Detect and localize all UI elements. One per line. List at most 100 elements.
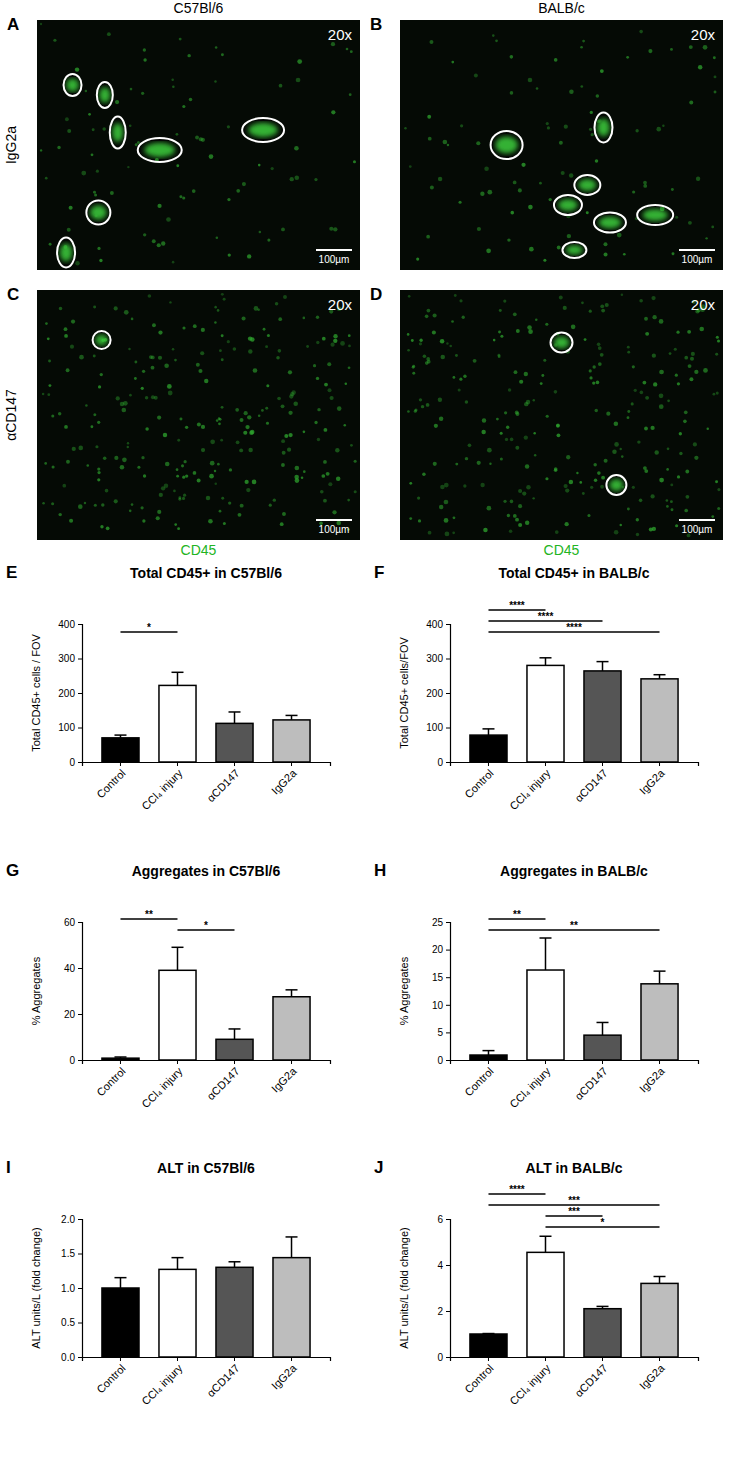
bar bbox=[102, 1058, 139, 1060]
error-cap bbox=[482, 728, 494, 730]
x-tick-label: CCl₄ injury bbox=[507, 1065, 553, 1111]
aggregate-outline bbox=[606, 475, 626, 495]
error-bar bbox=[171, 1258, 183, 1270]
speckle bbox=[515, 518, 519, 522]
speckle bbox=[78, 504, 83, 509]
speckle bbox=[91, 153, 94, 156]
speckle bbox=[324, 383, 328, 387]
x-tick: IgG2a bbox=[269, 1060, 299, 1095]
speckle bbox=[455, 463, 458, 466]
speckle bbox=[193, 471, 197, 475]
speckle bbox=[97, 467, 100, 470]
x-tick: αCD147 bbox=[204, 1357, 241, 1399]
speckle bbox=[620, 524, 622, 526]
speckle bbox=[158, 356, 162, 360]
speckle bbox=[507, 514, 510, 517]
speckle bbox=[503, 299, 506, 302]
speckle bbox=[670, 500, 673, 503]
speckle bbox=[444, 500, 449, 505]
y-axis-title: ALT units/L (fold change) bbox=[398, 1227, 410, 1348]
speckle bbox=[711, 515, 714, 518]
x-tick: IgG2a bbox=[637, 1357, 667, 1392]
speckle bbox=[221, 358, 224, 361]
speckle bbox=[444, 518, 449, 523]
panel-letter: D bbox=[370, 285, 382, 304]
x-tick-mark bbox=[488, 762, 489, 766]
error-bar bbox=[229, 1262, 241, 1268]
speckle bbox=[332, 510, 336, 514]
speckle bbox=[462, 316, 465, 319]
speckle bbox=[134, 361, 137, 364]
speckle bbox=[297, 59, 302, 64]
x-tick-label: αCD147 bbox=[572, 767, 609, 804]
speckle bbox=[333, 334, 337, 338]
chart-title: ALT in BALB/c bbox=[526, 1160, 623, 1176]
speckle bbox=[689, 377, 693, 381]
speckle bbox=[261, 409, 264, 412]
significance-label: **** bbox=[509, 1184, 525, 1195]
speckle bbox=[627, 508, 630, 511]
cell-cluster bbox=[112, 123, 123, 142]
speckle bbox=[425, 314, 429, 318]
speckle bbox=[248, 349, 252, 353]
speckle bbox=[452, 531, 455, 534]
speckle bbox=[545, 477, 548, 480]
speckle bbox=[640, 391, 644, 395]
speckle bbox=[157, 416, 161, 420]
speckle bbox=[521, 163, 525, 167]
speckle bbox=[409, 517, 412, 520]
speckle bbox=[247, 415, 251, 419]
speckle bbox=[228, 253, 231, 256]
speckle bbox=[524, 435, 528, 439]
speckle bbox=[703, 45, 708, 50]
speckle bbox=[590, 111, 593, 114]
y-tick-mark bbox=[78, 1254, 82, 1255]
speckle bbox=[114, 306, 118, 310]
speckle bbox=[313, 364, 316, 367]
speckle bbox=[589, 376, 592, 379]
speckle bbox=[280, 522, 284, 526]
speckle bbox=[107, 32, 111, 36]
y-tick-label: 20 bbox=[64, 1009, 76, 1020]
error-bar bbox=[597, 662, 609, 671]
error-bar bbox=[114, 735, 126, 738]
speckle bbox=[440, 355, 445, 360]
speckle bbox=[161, 241, 165, 245]
speckle bbox=[93, 355, 96, 358]
speckle bbox=[143, 233, 146, 236]
x-tick-mark bbox=[234, 1060, 235, 1064]
x-tick-mark bbox=[545, 762, 546, 766]
speckle bbox=[528, 329, 533, 334]
speckle bbox=[210, 439, 215, 444]
speckle bbox=[685, 470, 689, 474]
panel-letter: E bbox=[6, 563, 17, 582]
bar-chart: 0.00.51.01.52.0ControlCCl₄ injuryαCD147I… bbox=[6, 1158, 331, 1407]
speckle bbox=[454, 294, 457, 297]
speckle bbox=[52, 465, 55, 468]
x-axis: ControlCCl₄ injuryαCD147IgG2a bbox=[83, 1060, 331, 1110]
y-tick-mark bbox=[446, 1005, 450, 1006]
speckle bbox=[526, 400, 530, 404]
bar-chart: 0204060ControlCCl₄ injuryαCD147IgG2aAggr… bbox=[6, 861, 331, 1110]
speckle bbox=[504, 411, 507, 414]
speckle bbox=[137, 141, 140, 144]
significance-label: ** bbox=[145, 909, 153, 920]
speckle bbox=[716, 392, 719, 395]
speckle bbox=[451, 320, 454, 323]
image-background bbox=[400, 290, 723, 540]
speckle bbox=[482, 418, 486, 422]
speckle bbox=[631, 402, 634, 405]
speckle bbox=[145, 396, 148, 399]
aggregate-outline bbox=[110, 117, 126, 149]
speckle bbox=[158, 330, 162, 334]
speckle bbox=[644, 317, 648, 321]
speckle bbox=[221, 406, 224, 409]
speckle bbox=[92, 128, 95, 131]
speckle bbox=[632, 190, 635, 193]
speckle bbox=[484, 166, 489, 171]
aggregate-outline bbox=[551, 333, 573, 353]
error-bar bbox=[597, 1306, 609, 1308]
speckle bbox=[696, 177, 700, 181]
x-tick-mark bbox=[545, 1357, 546, 1361]
x-tick-mark bbox=[602, 1060, 603, 1064]
